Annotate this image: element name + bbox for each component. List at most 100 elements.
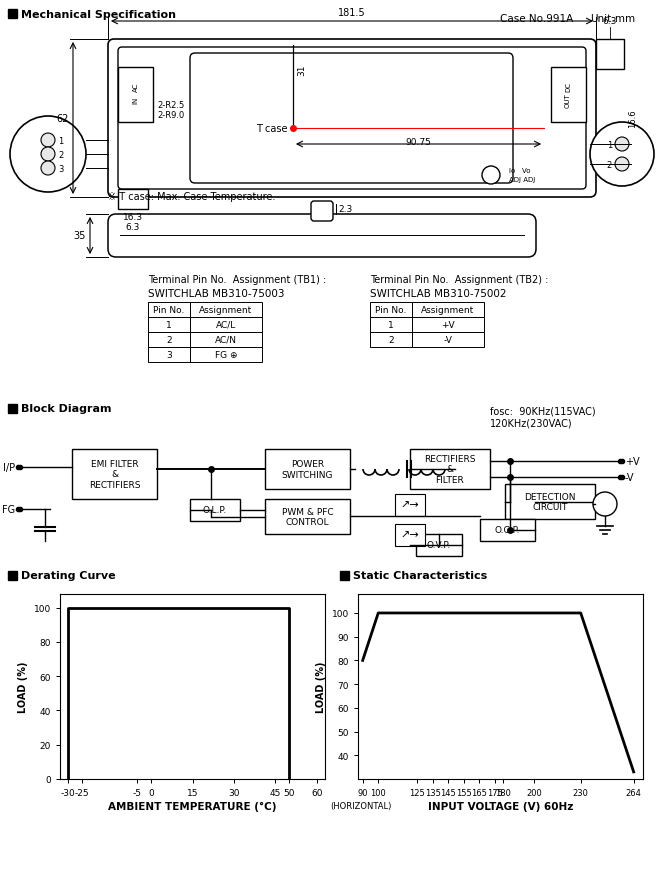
Text: DETECTION
CIRCUIT: DETECTION CIRCUIT: [524, 493, 576, 512]
Bar: [370, 318, 412, 333]
Text: 2: 2: [166, 335, 172, 344]
X-axis label: AMBIENT TEMPERATURE (°C): AMBIENT TEMPERATURE (°C): [109, 802, 277, 811]
Text: 16.6: 16.6: [628, 110, 637, 128]
Bar: [412, 318, 484, 333]
Text: FG: FG: [2, 505, 15, 515]
Circle shape: [590, 123, 654, 187]
Text: RECTIFIERS
&
FILTER: RECTIFIERS & FILTER: [424, 455, 476, 485]
Circle shape: [615, 138, 629, 152]
Text: SWITCHLAB MB310-75002: SWITCHLAB MB310-75002: [370, 289, 507, 299]
Text: 1: 1: [166, 320, 172, 329]
Text: 3: 3: [166, 350, 172, 360]
X-axis label: INPUT VOLTAGE (V) 60Hz: INPUT VOLTAGE (V) 60Hz: [428, 802, 574, 811]
Bar: [395, 494, 425, 516]
Text: SWITCHLAB MB310-75003: SWITCHLAB MB310-75003: [148, 289, 285, 299]
Text: 181.5: 181.5: [338, 8, 366, 18]
Text: ADJ ADJ: ADJ ADJ: [509, 176, 535, 183]
Text: 120KHz(230VAC): 120KHz(230VAC): [490, 419, 573, 428]
Text: Terminal Pin No.  Assignment (TB2) :: Terminal Pin No. Assignment (TB2) :: [370, 275, 548, 284]
Text: (HORIZONTAL): (HORIZONTAL): [330, 802, 392, 810]
Text: ↗→: ↗→: [401, 530, 419, 540]
Bar: [505, 485, 595, 520]
Text: Unit:mm: Unit:mm: [590, 14, 635, 24]
Text: 3: 3: [58, 164, 64, 173]
Bar: [118, 190, 148, 210]
Text: 31: 31: [297, 64, 306, 76]
Bar: [190, 303, 262, 318]
Bar: [190, 500, 240, 522]
Text: I/P: I/P: [3, 463, 15, 472]
FancyBboxPatch shape: [190, 54, 513, 184]
Bar: [148, 303, 190, 318]
Bar: [8, 10, 17, 19]
Text: 90.75: 90.75: [405, 138, 431, 147]
Text: DC: DC: [565, 83, 571, 92]
Circle shape: [593, 493, 617, 516]
Bar: [8, 405, 17, 414]
Text: +V: +V: [625, 457, 640, 466]
Text: ※ T case: Max. Case Temperature.: ※ T case: Max. Case Temperature.: [108, 191, 275, 202]
Text: Io   Vo: Io Vo: [509, 168, 531, 174]
Text: 2: 2: [388, 335, 394, 344]
Text: Pin No.: Pin No.: [375, 306, 407, 314]
Text: O.V.P.: O.V.P.: [427, 541, 451, 550]
Text: EMI FILTER
&
RECTIFIERS: EMI FILTER & RECTIFIERS: [88, 459, 140, 489]
Y-axis label: LOAD (%): LOAD (%): [316, 661, 326, 712]
Text: 2-R2.5: 2-R2.5: [157, 100, 184, 110]
Circle shape: [41, 162, 55, 176]
Text: FG ⊕: FG ⊕: [215, 350, 237, 360]
Text: ↗→: ↗→: [401, 500, 419, 510]
Circle shape: [615, 158, 629, 172]
Bar: [410, 450, 490, 489]
Bar: [596, 40, 624, 70]
Text: 2.3: 2.3: [338, 205, 352, 214]
Bar: [190, 333, 262, 348]
Text: O.C.P.: O.C.P.: [494, 526, 520, 535]
FancyBboxPatch shape: [108, 215, 536, 258]
Text: 16.3: 16.3: [123, 213, 143, 222]
Text: 2: 2: [58, 150, 63, 159]
FancyBboxPatch shape: [108, 40, 596, 198]
Bar: [118, 68, 153, 123]
Bar: [416, 535, 462, 557]
Text: OUT: OUT: [565, 93, 571, 108]
Text: 6.3: 6.3: [603, 17, 617, 26]
Y-axis label: LOAD (%): LOAD (%): [18, 661, 28, 712]
Bar: [148, 348, 190, 363]
Text: PWM & PFC
CONTROL: PWM & PFC CONTROL: [281, 507, 333, 527]
Text: IN: IN: [133, 97, 139, 104]
Bar: [148, 318, 190, 333]
Text: T case: T case: [257, 124, 288, 133]
Bar: [412, 333, 484, 348]
Text: O.L.P.: O.L.P.: [203, 506, 227, 515]
Text: 62: 62: [57, 114, 69, 124]
Text: Static Characteristics: Static Characteristics: [353, 571, 487, 581]
Circle shape: [41, 148, 55, 162]
Bar: [148, 333, 190, 348]
Bar: [190, 318, 262, 333]
Bar: [190, 348, 262, 363]
Text: POWER
SWITCHING: POWER SWITCHING: [282, 460, 333, 479]
Text: -V: -V: [444, 335, 452, 344]
Text: 2-R9.0: 2-R9.0: [157, 111, 184, 119]
Bar: [265, 450, 350, 489]
Text: AC: AC: [133, 83, 139, 92]
Text: -V: -V: [625, 472, 634, 482]
Text: Pin No.: Pin No.: [153, 306, 185, 314]
Text: 1: 1: [58, 136, 63, 146]
Text: 2: 2: [607, 161, 612, 169]
FancyBboxPatch shape: [311, 202, 333, 222]
Bar: [395, 524, 425, 546]
Text: 35: 35: [74, 231, 86, 241]
Text: AC/L: AC/L: [216, 320, 236, 329]
Circle shape: [10, 117, 86, 193]
Bar: [265, 500, 350, 535]
Circle shape: [41, 133, 55, 148]
Circle shape: [482, 167, 500, 184]
Text: +V: +V: [441, 320, 455, 329]
Text: Mechanical Specification: Mechanical Specification: [21, 10, 176, 19]
Text: 1: 1: [388, 320, 394, 329]
Text: Assignment: Assignment: [421, 306, 474, 314]
Text: Terminal Pin No.  Assignment (TB1) :: Terminal Pin No. Assignment (TB1) :: [148, 275, 326, 284]
Bar: [340, 572, 349, 580]
